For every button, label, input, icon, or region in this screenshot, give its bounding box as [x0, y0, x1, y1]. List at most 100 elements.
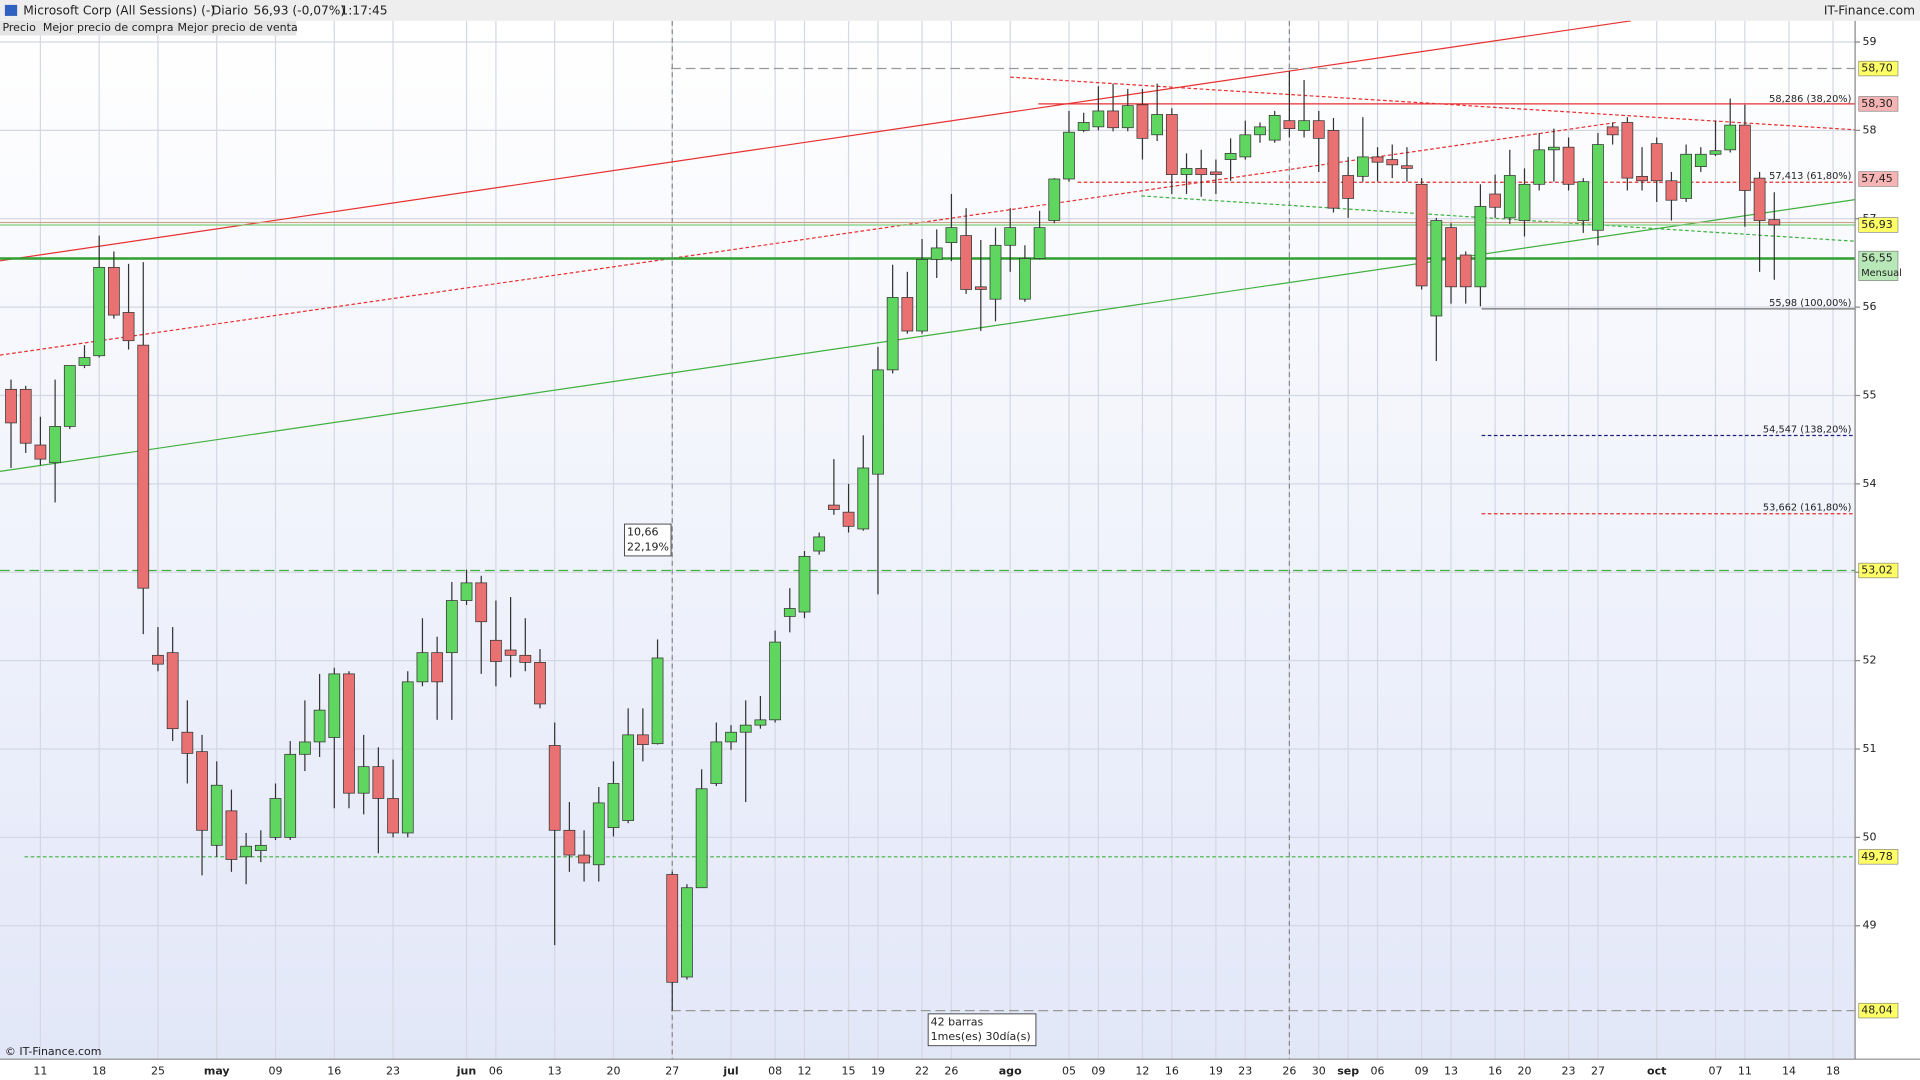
candle-body	[1445, 227, 1457, 288]
candle-body	[313, 709, 326, 743]
price-label: 53,02	[1861, 563, 1893, 576]
candle-body	[1033, 227, 1046, 259]
price-label: 56,55	[1861, 252, 1893, 265]
x-tick-label: may	[204, 1064, 230, 1077]
x-tick-label: 06	[489, 1064, 503, 1077]
x-tick-label: 30	[1312, 1064, 1326, 1077]
trend-line	[0, 198, 1856, 473]
levels	[0, 67, 1856, 1012]
candle-body	[137, 344, 150, 589]
header-bar	[0, 0, 1920, 21]
x-tick-label: 18	[92, 1064, 106, 1077]
candles	[5, 71, 1781, 1011]
candle-body	[328, 673, 341, 738]
candle-body	[1562, 146, 1575, 185]
price-label: 56,93	[1861, 218, 1893, 231]
candle-body	[1151, 114, 1164, 136]
time: 1:17:45	[340, 4, 387, 18]
candle-body	[475, 582, 488, 623]
candle-body	[1592, 144, 1604, 231]
x-tick-label: 26	[944, 1064, 958, 1077]
candle-body	[607, 783, 620, 829]
candle-body	[1753, 177, 1766, 221]
x-tick-label: 06	[1371, 1064, 1385, 1077]
candle-body	[196, 751, 208, 831]
candle-body	[813, 536, 826, 552]
annotation-text: 1mes(es) 30día(s)	[931, 1030, 1031, 1043]
candle-body	[343, 673, 355, 794]
candle-body	[636, 734, 649, 745]
candle-body	[1092, 110, 1105, 128]
annotation-box	[927, 1013, 1037, 1047]
candle-body	[1533, 149, 1546, 185]
candle-body	[416, 652, 429, 683]
candle-body	[1489, 193, 1501, 208]
x-tick-label: 05	[1062, 1064, 1076, 1077]
candle-body	[445, 600, 458, 654]
candle-body	[225, 810, 238, 860]
x-tick-label: 11	[1738, 1064, 1752, 1077]
candle-body	[122, 312, 135, 342]
candle-body	[651, 657, 664, 745]
candle-body	[1063, 131, 1075, 180]
x-tick-label: 25	[151, 1064, 165, 1077]
candle-body	[945, 227, 958, 243]
x-tick-label: 27	[665, 1064, 679, 1077]
candle-body	[166, 652, 179, 730]
candle-body	[1724, 124, 1737, 151]
candle-body	[210, 784, 223, 846]
price-label-box	[1858, 217, 1899, 233]
fib-label: 58,286 (38,20%)	[1769, 94, 1851, 105]
annotation-text: 10,66	[627, 526, 659, 539]
candle-body	[1518, 183, 1531, 221]
x-tick-label: 16	[1488, 1064, 1502, 1077]
x-tick-label: 26	[1282, 1064, 1296, 1077]
x-tick-label: 09	[1415, 1064, 1429, 1077]
y-tick-label: 49	[1862, 919, 1876, 932]
candle-body	[739, 724, 752, 733]
candle-body	[401, 681, 414, 834]
candle-body	[1298, 120, 1310, 131]
candle-body	[1739, 124, 1751, 191]
x-tick-label: 13	[1444, 1064, 1458, 1077]
x-tick-label: 19	[871, 1064, 885, 1077]
source: IT-Finance.com	[1824, 4, 1915, 18]
y-tick-label: 58	[1862, 123, 1876, 136]
candle-body	[548, 745, 561, 831]
x-tick-label: 11	[33, 1064, 47, 1077]
x-tick-label: 27	[1591, 1064, 1605, 1077]
fib-label: 54,547 (138,20%)	[1763, 424, 1852, 435]
y-tick-label: 54	[1862, 477, 1876, 490]
candle-body	[1621, 122, 1634, 179]
candle-body	[1606, 126, 1619, 136]
candle-body	[1415, 183, 1428, 287]
trend-line	[0, 121, 1617, 356]
x-tick-label: 20	[1517, 1064, 1531, 1077]
candle-body	[886, 297, 899, 371]
candle-body	[989, 244, 1002, 300]
candle-body	[1459, 254, 1472, 288]
title: Microsoft Corp (All Sessions) (-)	[23, 4, 215, 18]
trend-line	[1141, 195, 1856, 242]
candle-body	[1503, 175, 1516, 219]
x-tick-label: 14	[1782, 1064, 1796, 1077]
candle-body	[1401, 165, 1413, 169]
candle-body	[1165, 114, 1178, 175]
candle-body	[1077, 122, 1090, 131]
candle-body	[1548, 146, 1560, 151]
candle-body	[1430, 220, 1443, 317]
fib-label: 57,413 (61,80%)	[1769, 171, 1851, 182]
candle-body	[828, 504, 840, 510]
price-label-box	[1858, 60, 1899, 77]
legend-entry: Precio	[2, 21, 36, 34]
x-tick-label: 16	[327, 1064, 341, 1077]
x-tick-label: 23	[386, 1064, 400, 1077]
footer: © IT-Finance.com	[5, 1045, 102, 1058]
price-label-box	[1858, 562, 1899, 579]
candle-body	[754, 719, 767, 726]
candle-body	[578, 854, 590, 864]
x-tick-label: 15	[842, 1064, 856, 1077]
y-tick-label: 50	[1862, 830, 1876, 843]
price-label: 57,45	[1861, 172, 1893, 185]
price-label-box	[1858, 250, 1899, 281]
